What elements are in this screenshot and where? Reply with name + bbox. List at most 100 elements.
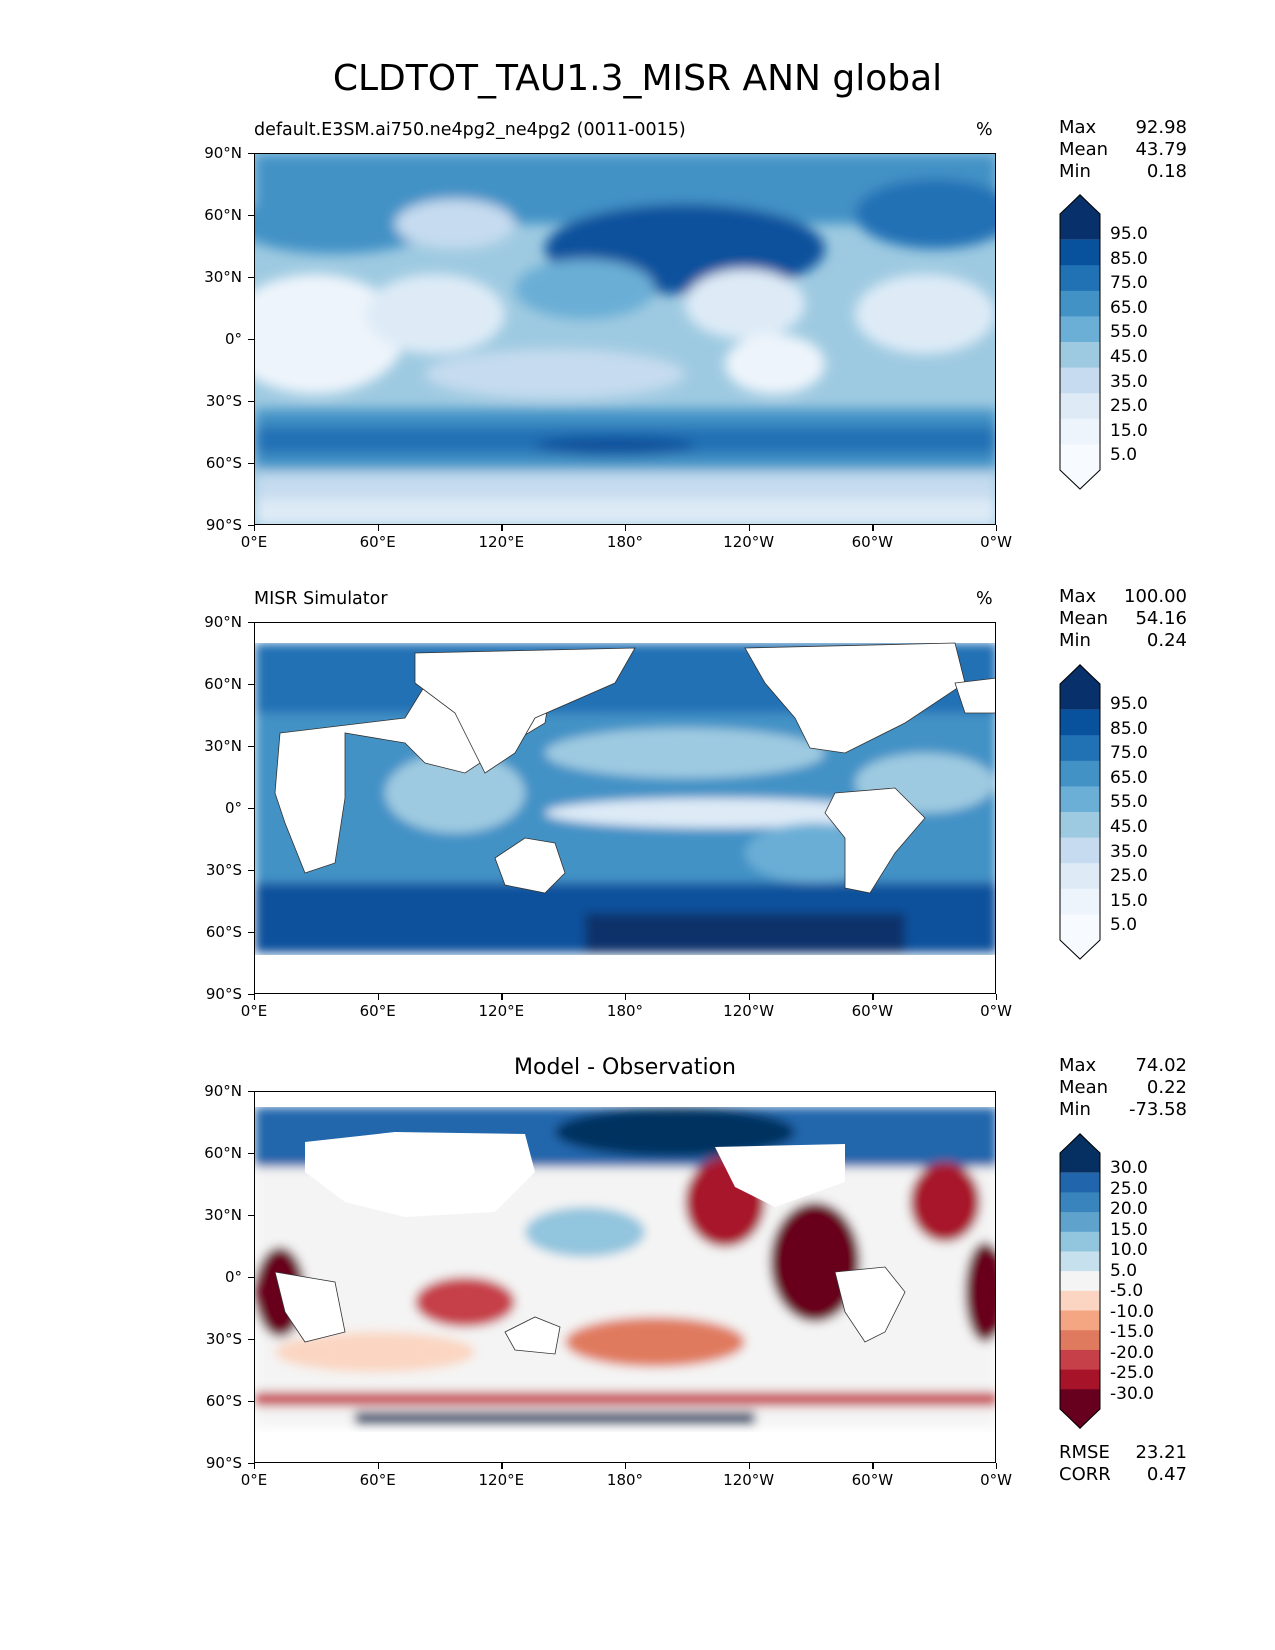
stat-value: 43.79 <box>1135 139 1187 160</box>
stats-box: Max 92.98 Mean 43.79 Min 0.18 <box>1059 117 1187 183</box>
y-tick-mark <box>248 401 254 403</box>
colorbar-segment <box>1060 1251 1100 1272</box>
colorbar-tick-label: 15.0 <box>1110 1219 1148 1240</box>
colorbar-segment <box>1060 1192 1100 1213</box>
stat-value: 0.24 <box>1146 630 1187 651</box>
y-tick-label: 30°N <box>204 1206 242 1224</box>
x-tick-label: 0°E <box>240 1002 268 1020</box>
x-tick-label: 120°W <box>723 1471 775 1489</box>
y-tick-label: 60°S <box>205 923 242 941</box>
colorbar-segment <box>1060 1330 1100 1351</box>
panel-title: default.E3SM.ai750.ne4pg2_ne4pg2 (0011-0… <box>254 120 686 140</box>
y-tick-mark <box>248 808 254 810</box>
x-tick-mark <box>625 994 627 1000</box>
x-tick-label: 60°W <box>851 533 894 551</box>
colorbar-segment <box>1060 664 1100 710</box>
x-tick-label: 120°W <box>723 1002 775 1020</box>
colorbar-tick-label: 15.0 <box>1110 420 1148 441</box>
y-tick-label: 90°S <box>205 985 242 1003</box>
x-tick-label: 120°W <box>723 533 775 551</box>
x-tick-mark <box>501 994 503 1000</box>
y-tick-label: 90°S <box>205 516 242 534</box>
colorbar-tick-label: -15.0 <box>1110 1322 1154 1342</box>
stat-label: Min <box>1059 1099 1091 1120</box>
x-tick-label: 0°W <box>980 1471 1012 1489</box>
difference-map <box>255 1092 995 1462</box>
colorbar-segment <box>1060 888 1100 915</box>
colorbar-outline <box>1059 1133 1101 1429</box>
colorbar-tick-label: 45.0 <box>1110 347 1148 367</box>
map-frame <box>254 622 996 994</box>
y-tick-label: 30°S <box>205 861 242 879</box>
x-tick-label: 60°E <box>359 1002 396 1020</box>
stat-label: Max <box>1059 586 1097 607</box>
colorbar-segment <box>1060 342 1100 369</box>
colorbar-segment <box>1060 194 1100 240</box>
stat-label: CORR <box>1059 1464 1111 1485</box>
y-tick-label: 90°N <box>204 1082 242 1100</box>
x-tick-mark <box>996 1463 998 1469</box>
x-tick-mark <box>377 525 379 531</box>
colorbar-tick-label: 55.0 <box>1110 322 1148 343</box>
y-tick-label: 30°N <box>204 737 242 755</box>
x-tick-mark <box>872 525 874 531</box>
x-tick-mark <box>872 1463 874 1469</box>
y-tick-label: 60°N <box>204 206 242 224</box>
x-tick-label: 0°W <box>980 1002 1012 1020</box>
colorbar-tick-label: 5.0 <box>1110 1260 1138 1281</box>
y-tick-label: 0° <box>224 1268 242 1286</box>
stat-value: 23.21 <box>1135 1442 1187 1463</box>
x-tick-mark <box>996 994 998 1000</box>
colorbar <box>1059 664 1101 960</box>
x-tick-label: 60°W <box>851 1471 894 1489</box>
stat-label: Mean <box>1059 608 1109 629</box>
colorbar-tick-label: 95.0 <box>1110 694 1148 714</box>
x-tick-mark <box>254 525 256 531</box>
colorbar-tick-label: 15.0 <box>1110 890 1148 911</box>
stat-label: Mean <box>1059 139 1109 160</box>
y-tick-mark <box>248 1401 254 1403</box>
y-tick-label: 90°N <box>204 613 242 631</box>
y-tick-label: 30°N <box>204 268 242 286</box>
colorbar-segment <box>1060 786 1100 813</box>
x-tick-mark <box>501 525 503 531</box>
colorbar-segment <box>1060 735 1100 762</box>
colorbar-segment <box>1060 914 1100 960</box>
x-tick-label: 120°E <box>478 1002 525 1020</box>
colorbar-segment <box>1060 1389 1100 1429</box>
x-tick-mark <box>872 994 874 1000</box>
x-tick-label: 60°W <box>851 1002 894 1020</box>
x-tick-label: 0°W <box>980 533 1012 551</box>
x-tick-mark <box>748 994 750 1000</box>
stat-label: Max <box>1059 1055 1097 1076</box>
y-tick-mark <box>248 339 254 341</box>
colorbar-segment <box>1060 290 1100 317</box>
colorbar-tick-label: 5.0 <box>1110 445 1138 466</box>
colorbar-segment <box>1060 1231 1100 1252</box>
colorbar-segment <box>1060 393 1100 420</box>
panel-title: MISR Simulator <box>254 589 388 609</box>
map-frame <box>254 153 996 525</box>
rmse-corr-box: RMSE 23.21 CORR 0.47 <box>1059 1442 1187 1486</box>
colorbar-segment <box>1060 239 1100 266</box>
y-tick-label: 0° <box>224 799 242 817</box>
y-tick-mark <box>248 1339 254 1341</box>
y-tick-mark <box>248 870 254 872</box>
y-tick-label: 60°N <box>204 1144 242 1162</box>
colorbar-segment <box>1060 418 1100 445</box>
colorbar-segment <box>1060 1133 1100 1173</box>
x-tick-label: 0°E <box>240 1471 268 1489</box>
stats-box: Max 74.02 Mean 0.22 Min -73.58 <box>1059 1055 1187 1121</box>
y-tick-mark <box>248 463 254 465</box>
x-tick-mark <box>996 525 998 531</box>
y-tick-label: 60°S <box>205 454 242 472</box>
colorbar-tick-label: -10.0 <box>1110 1301 1154 1322</box>
colorbar-tick-label: 75.0 <box>1110 273 1148 294</box>
panel-units: % <box>976 589 993 609</box>
colorbar-segment <box>1060 863 1100 890</box>
x-tick-mark <box>254 1463 256 1469</box>
x-tick-mark <box>748 525 750 531</box>
stat-value: 0.22 <box>1146 1077 1187 1098</box>
x-tick-mark <box>625 525 627 531</box>
x-tick-label: 180° <box>606 1471 644 1489</box>
